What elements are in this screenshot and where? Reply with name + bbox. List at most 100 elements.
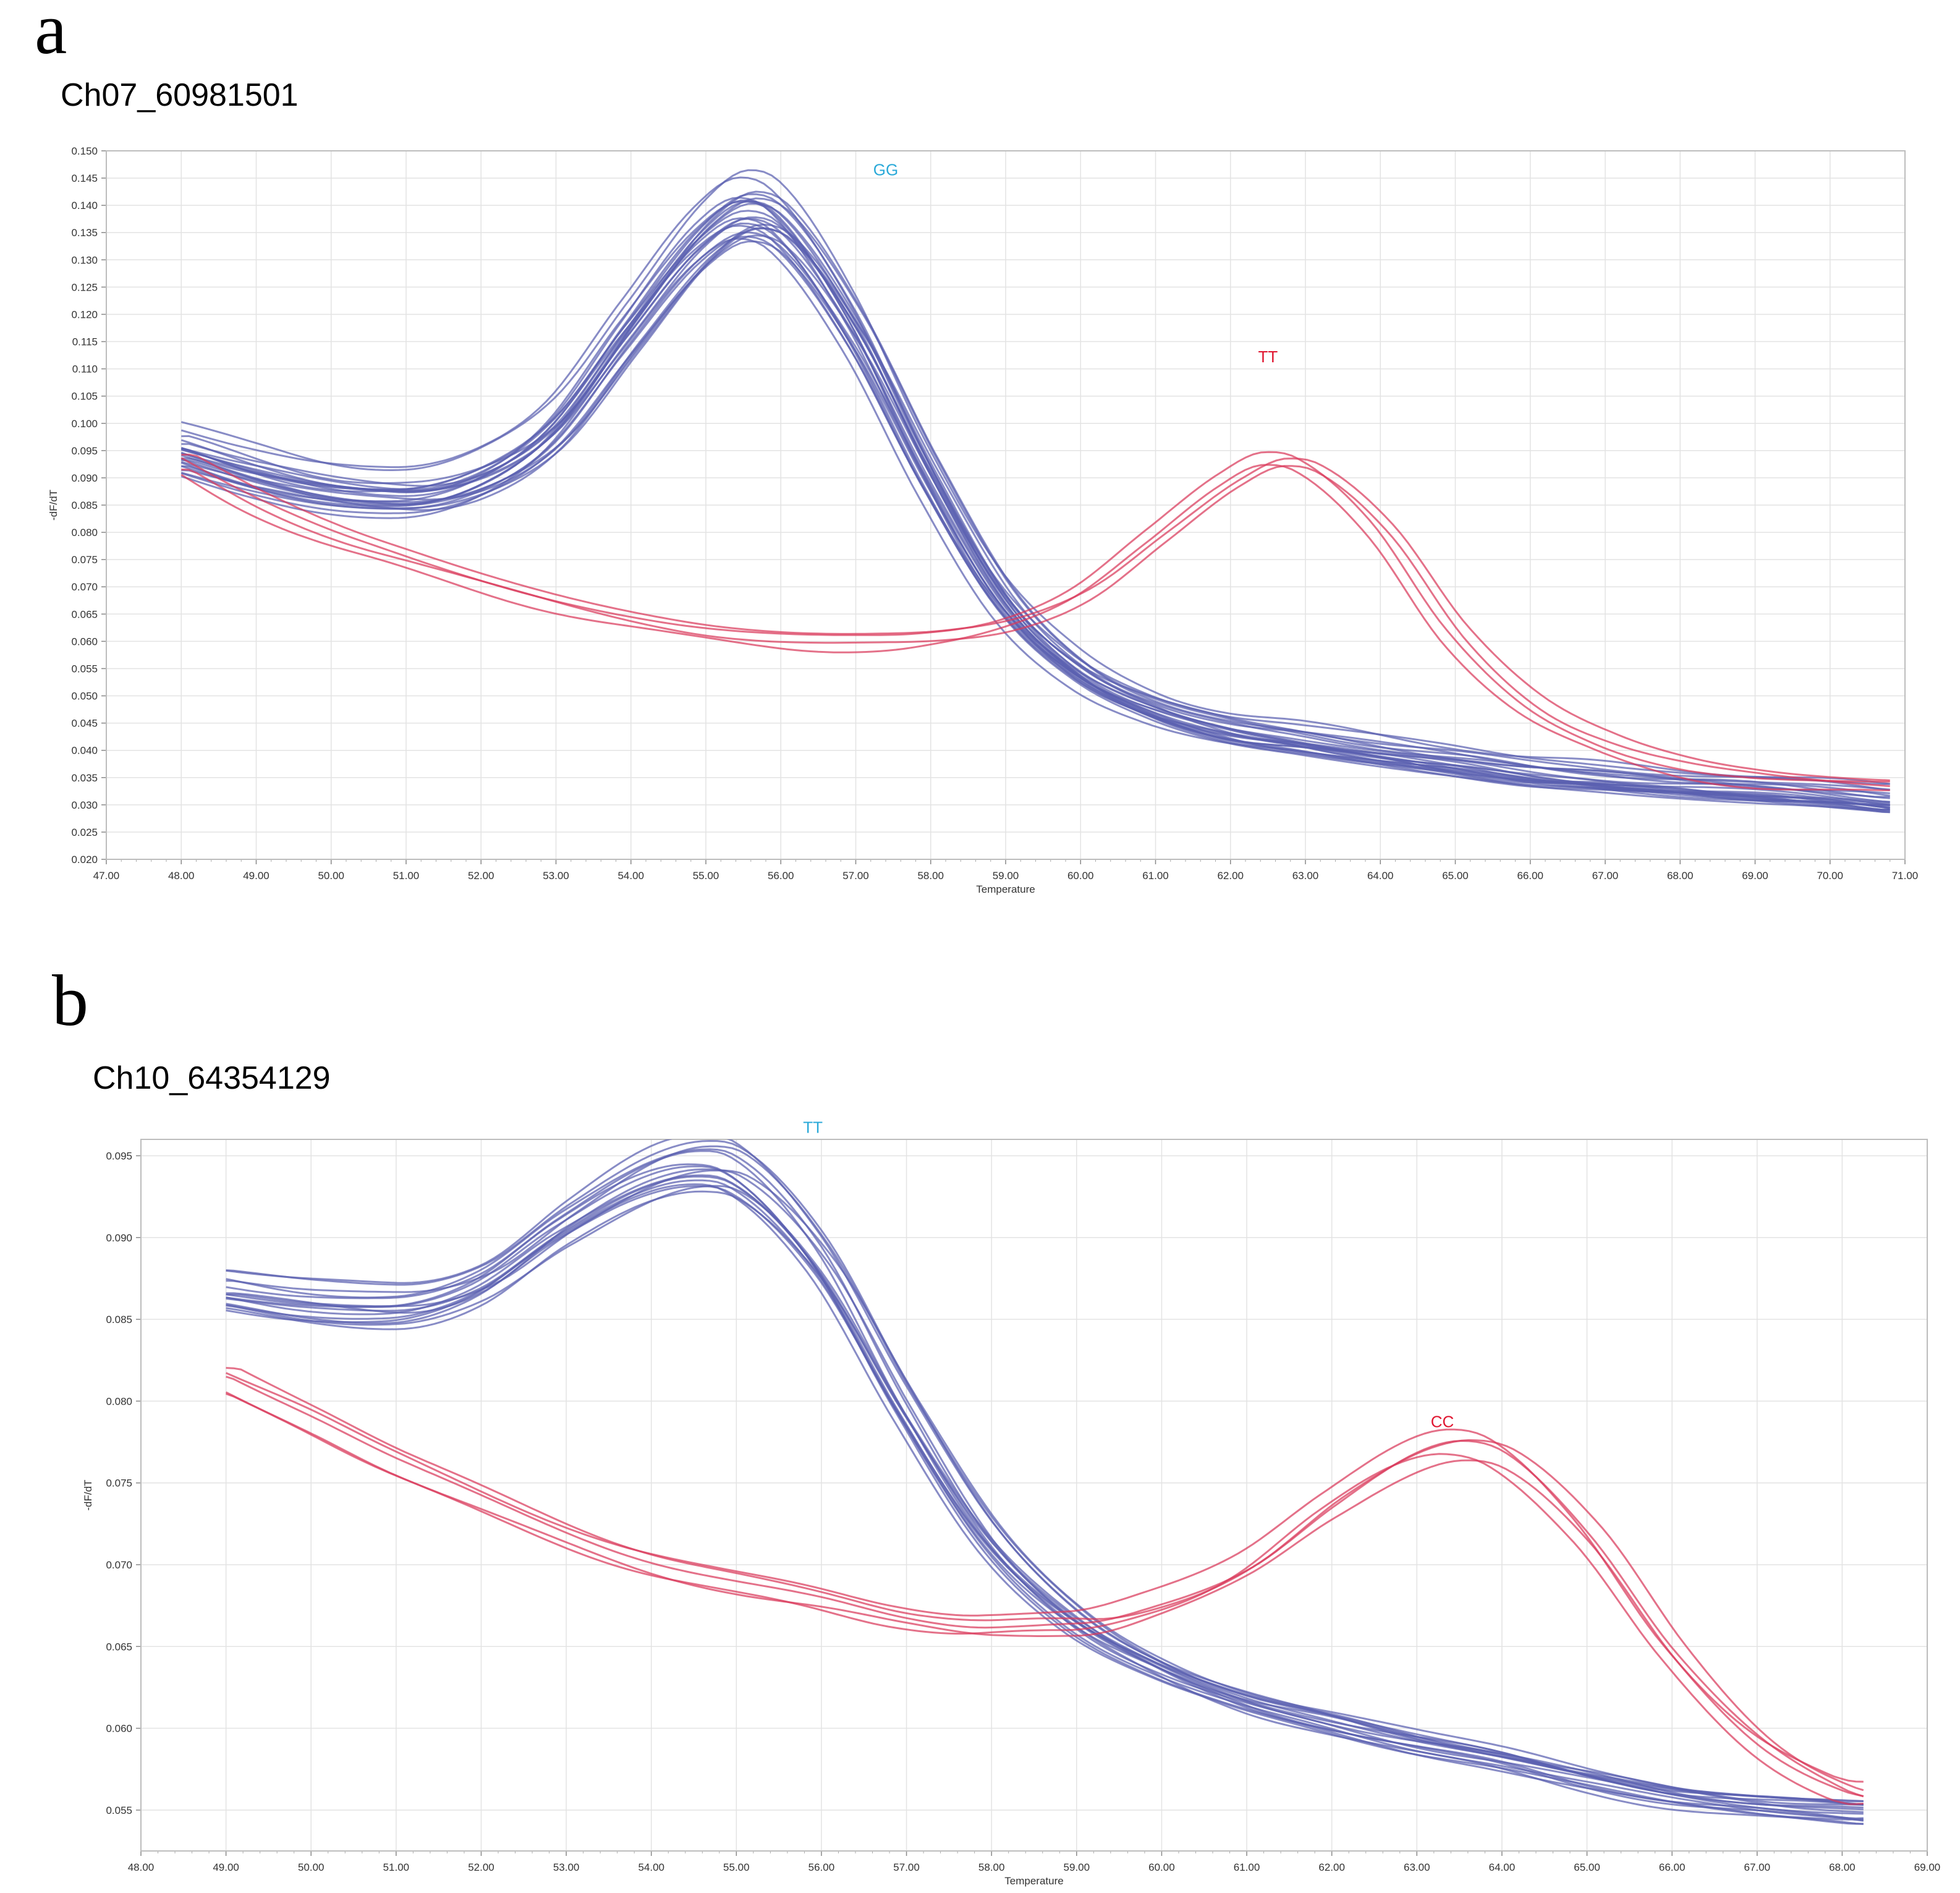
chart-1: 47.00 48.00 49.00 50.00 51.00 52.00 53.00 54.00…	[48, 145, 1918, 895]
x-tick-label: 54.00	[617, 870, 644, 882]
plot-frame	[140, 1139, 1928, 1852]
series-gg-curve	[180, 223, 1890, 811]
x-tick-label: 60.00	[1067, 870, 1094, 882]
series-gg-curve	[180, 193, 1890, 804]
series-tt-curve	[226, 1139, 1864, 1809]
x-tick-label: 51.00	[383, 1861, 410, 1873]
x-tick-label: 48.00	[128, 1861, 155, 1873]
series-tt-curve	[181, 465, 1890, 788]
x-tick-label: 58.00	[978, 1861, 1005, 1873]
x-tick-label: 48.00	[168, 870, 195, 882]
x-tick-label: 53.00	[553, 1861, 580, 1873]
x-tick-label: 59.00	[1064, 1861, 1090, 1873]
series-lines	[225, 1139, 1864, 1825]
series-tt-curve	[180, 451, 1890, 783]
x-tick-label: 57.00	[893, 1861, 920, 1873]
series-gg-curve	[180, 236, 1890, 814]
y-tick-label: 0.080	[106, 1395, 132, 1407]
x-tick-label: 67.00	[1744, 1861, 1770, 1873]
y-tick-label: 0.060	[106, 1723, 132, 1735]
x-tick-label: 51.00	[393, 870, 420, 882]
series-tt-curve	[226, 1145, 1864, 1813]
x-tick-label: 56.00	[768, 870, 794, 882]
series-tt-curve	[226, 1163, 1864, 1803]
series-gg-curve	[181, 223, 1890, 806]
chart-2: 48.00 49.00 50.00 51.00 52.00 53.00 54.00 55.00…	[82, 1118, 1940, 1887]
x-tick-label: 54.00	[638, 1861, 664, 1873]
y-tick-label: 0.135	[71, 227, 98, 239]
series-tt-curve	[226, 1148, 1864, 1822]
panel-a-letter: a	[35, 0, 67, 69]
y-tick-label: 0.120	[71, 308, 98, 320]
y-tick-label: 0.125	[71, 281, 98, 293]
x-tick-label: 61.00	[1142, 870, 1169, 882]
x-tick-label: 47.00	[93, 870, 120, 882]
series-tt-curve	[226, 1165, 1864, 1825]
x-tick-label: 69.00	[1742, 870, 1768, 882]
y-tick-label: 0.065	[106, 1641, 132, 1653]
series-gg-curve	[180, 231, 1890, 803]
genotype-label-tt: TT	[1258, 347, 1278, 366]
y-tick-label: 0.075	[106, 1478, 132, 1489]
x-tick-label: 50.00	[298, 1861, 325, 1873]
genotype-label-cc: CC	[1431, 1413, 1454, 1431]
series-tt-curve	[226, 1183, 1864, 1821]
x-tick-label: 66.00	[1659, 1861, 1686, 1873]
series-gg-curve	[180, 210, 1890, 791]
x-tick-label: 67.00	[1592, 870, 1619, 882]
series-tt-curve	[226, 1140, 1864, 1811]
x-tick-label: 56.00	[808, 1861, 835, 1873]
x-tick-label: 61.00	[1234, 1861, 1260, 1873]
y-tick-label: 0.040	[71, 745, 98, 757]
panel-a-title: Ch07_60981501	[61, 77, 299, 113]
y-tick-label: 0.065	[71, 608, 98, 620]
series-gg-curve	[180, 169, 1890, 785]
series-cc-curve	[226, 1367, 1864, 1792]
y-tick-label: 0.115	[72, 336, 98, 348]
y-tick-label: 0.070	[106, 1559, 132, 1571]
y-tick-label: 0.150	[71, 145, 98, 157]
x-tick-label: 52.00	[468, 1861, 494, 1873]
series-tt-curve	[226, 1169, 1864, 1802]
y-tick-label: 0.070	[71, 581, 98, 593]
series-tt-curve	[226, 1150, 1864, 1825]
series-tt-curve	[226, 1185, 1864, 1806]
x-tick-label: 68.00	[1667, 870, 1694, 882]
series-gg-curve	[180, 203, 1890, 809]
series-gg-curve	[181, 197, 1890, 794]
series-tt-curve	[180, 464, 1890, 791]
series-gg-curve	[180, 217, 1890, 806]
y-tick-label: 0.085	[106, 1314, 132, 1325]
y-tick-label: 0.050	[71, 691, 98, 702]
y-tick-label: 0.110	[72, 364, 98, 375]
x-tick-label: 50.00	[318, 870, 344, 882]
y-axis-label: -dF/dT	[82, 1479, 94, 1510]
y-tick-label: 0.060	[71, 636, 98, 647]
series-gg-curve	[180, 176, 1890, 785]
x-tick-label: 64.00	[1489, 1861, 1516, 1873]
y-tick-label: 0.090	[71, 472, 98, 484]
series-gg-curve	[180, 237, 1890, 811]
y-tick-label: 0.090	[106, 1232, 132, 1244]
x-tick-label: 65.00	[1574, 1861, 1600, 1873]
y-tick-label: 0.045	[71, 718, 98, 730]
y-tick-label: 0.055	[71, 663, 98, 674]
x-tick-label: 60.00	[1148, 1861, 1175, 1873]
y-tick-label: 0.145	[71, 172, 98, 184]
y-tick-label: 0.055	[106, 1805, 132, 1816]
series-tt-curve	[226, 1190, 1864, 1815]
x-tick-label: 53.00	[543, 870, 569, 882]
series-cc-curve	[225, 1372, 1864, 1783]
x-tick-label: 63.00	[1404, 1861, 1430, 1873]
x-tick-label: 71.00	[1892, 870, 1919, 882]
series-gg-curve	[180, 218, 1890, 809]
series-gg	[180, 169, 1890, 814]
x-tick-label: 64.00	[1367, 870, 1394, 882]
series-cc-curve	[226, 1393, 1864, 1797]
y-tick-label: 0.075	[71, 554, 98, 566]
y-tick-label: 0.030	[71, 799, 98, 811]
x-tick-label: 58.00	[917, 870, 944, 882]
y-tick-label: 0.025	[71, 827, 98, 838]
x-tick-label: 63.00	[1292, 870, 1319, 882]
